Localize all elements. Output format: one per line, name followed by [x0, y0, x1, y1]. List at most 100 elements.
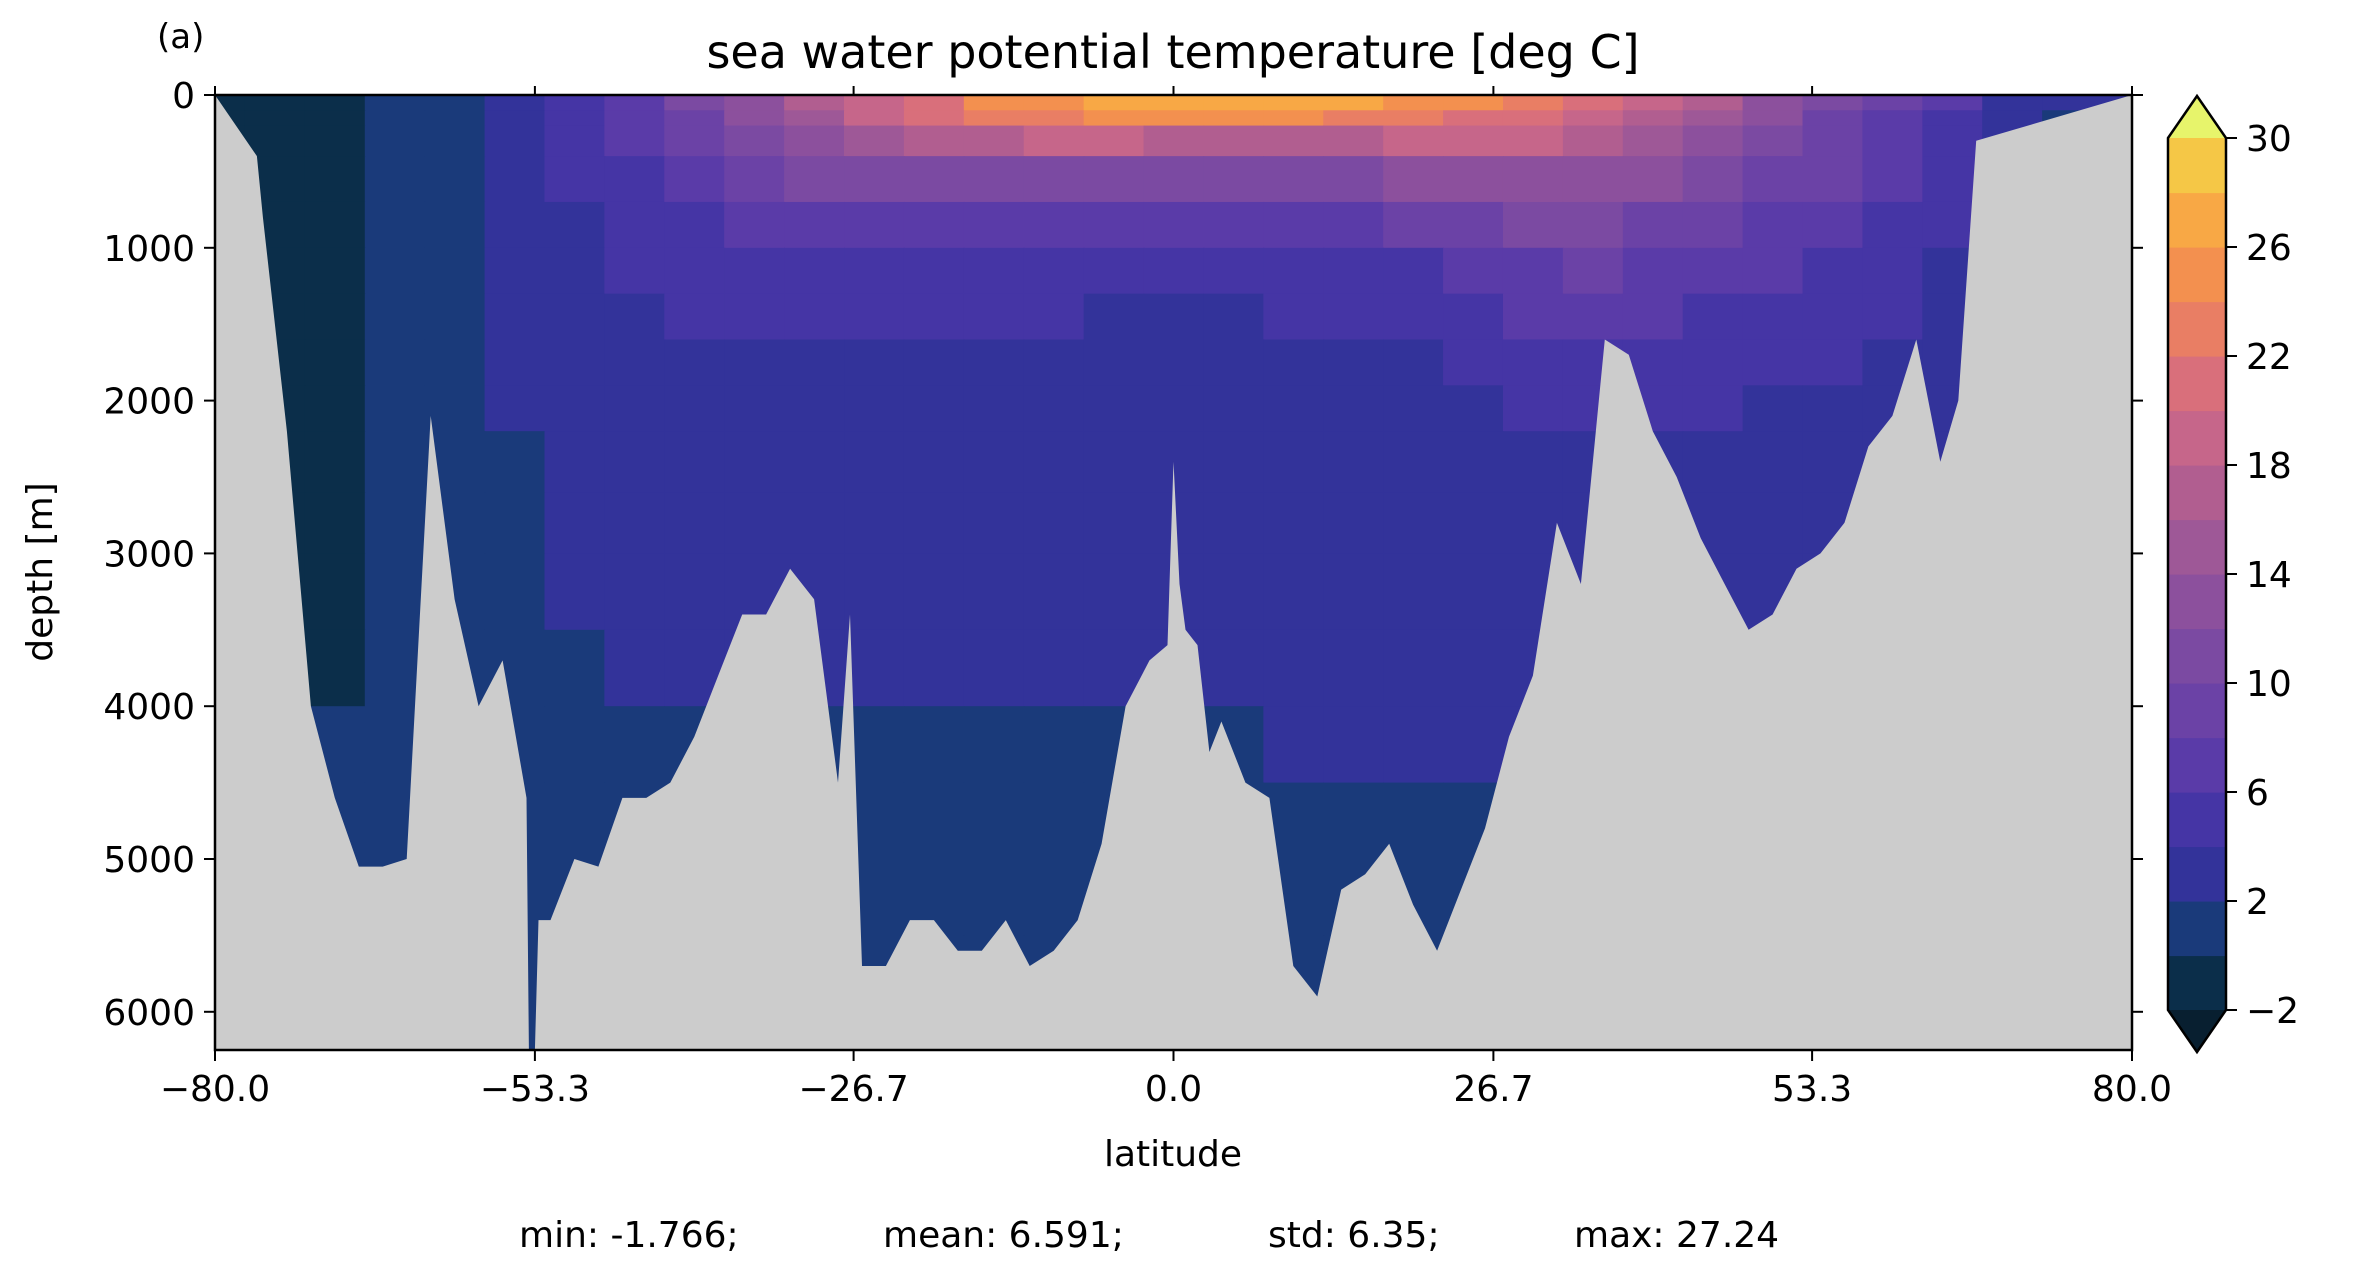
temperature-cell — [544, 95, 606, 112]
temperature-cell — [1562, 156, 1624, 203]
temperature-cell — [903, 95, 965, 112]
temperature-cell — [1802, 95, 1864, 112]
temperature-cell — [484, 431, 546, 494]
temperature-cell — [1742, 201, 1804, 249]
temperature-cell — [1742, 110, 1804, 127]
temperature-cell — [1742, 293, 1804, 341]
temperature-cell — [1502, 339, 1564, 387]
temperature-cell — [1203, 629, 1265, 707]
temperature-cell — [903, 431, 965, 494]
colorbar-segment — [2168, 192, 2226, 248]
temperature-cell — [1443, 629, 1504, 707]
temperature-cell — [1383, 247, 1444, 295]
temperature-cell — [664, 95, 726, 112]
y-tick-label: 3000 — [103, 534, 195, 575]
temperature-cell — [1203, 156, 1265, 203]
temperature-cell — [1323, 339, 1384, 387]
temperature-cell — [1862, 247, 1924, 295]
colorbar-segment — [2168, 574, 2226, 630]
temperature-cell — [424, 339, 486, 387]
temperature-cell — [364, 553, 426, 631]
sea-floor-bathymetry — [215, 95, 2132, 1050]
temperature-cell — [424, 247, 486, 295]
temperature-cell — [664, 339, 726, 387]
temperature-cell — [1083, 492, 1145, 555]
temperature-cell — [1622, 156, 1684, 203]
temperature-cell — [544, 782, 606, 860]
temperature-cell — [1682, 156, 1744, 203]
temperature-cell — [304, 125, 366, 157]
temperature-cell — [604, 95, 666, 112]
temperature-cell — [1862, 125, 1924, 157]
temperature-cell — [784, 247, 845, 295]
temperature-cell — [1443, 201, 1504, 249]
temperature-cell — [1802, 431, 1864, 494]
temperature-cell — [604, 339, 666, 387]
temperature-cell — [844, 95, 905, 112]
temperature-cell — [604, 431, 666, 494]
temperature-cell — [1502, 156, 1564, 203]
temperature-cell — [724, 95, 785, 112]
temperature-cell — [664, 125, 726, 157]
temperature-cell — [484, 385, 546, 432]
stat-std: std: 6.35; — [1268, 1215, 1440, 1256]
colorbar-segment — [2168, 247, 2226, 303]
temperature-cell — [304, 201, 366, 249]
temperature-cell — [604, 247, 666, 295]
temperature-cell — [544, 339, 606, 387]
y-tick-label: 5000 — [103, 840, 195, 881]
temperature-cell — [1263, 385, 1325, 432]
temperature-cell — [1143, 201, 1205, 249]
temperature-cell — [844, 110, 905, 127]
stat-mean: mean: 6.591; — [883, 1215, 1124, 1256]
temperature-cell — [304, 110, 366, 127]
temperature-cell — [1383, 385, 1444, 432]
temperature-cell — [424, 293, 486, 341]
temperature-cell — [604, 706, 666, 784]
temperature-cell — [1083, 95, 1145, 112]
temperature-cell — [1323, 95, 1384, 112]
temperature-cell — [1922, 125, 1984, 157]
temperature-cell — [544, 553, 606, 631]
temperature-cell — [1323, 706, 1384, 784]
temperature-cell — [1562, 95, 1624, 112]
x-axis: −80.0 −53.3 −26.7 0.0 26.7 53.3 80.0 — [160, 86, 2172, 1110]
temperature-cell — [1383, 95, 1444, 112]
colorbar-tick-label: 2 — [2246, 882, 2269, 923]
temperature-cell — [903, 110, 965, 127]
temperature-cell — [1562, 201, 1624, 249]
colorbar-tick-label: 10 — [2246, 664, 2292, 705]
temperature-cell — [1862, 293, 1924, 341]
temperature-cell — [484, 156, 546, 203]
temperature-cell — [724, 247, 785, 295]
temperature-cell — [1802, 156, 1864, 203]
colorbar-segment — [2168, 792, 2226, 848]
temperature-cell — [1323, 247, 1384, 295]
temperature-cell — [1263, 629, 1325, 707]
temperature-cell — [364, 385, 426, 432]
temperature-cell — [1622, 293, 1684, 341]
temperature-cell — [844, 339, 905, 387]
temperature-cell — [484, 110, 546, 127]
colorbar-segment — [2168, 683, 2226, 739]
stat-min: min: -1.766; — [519, 1215, 739, 1256]
temperature-cell — [963, 339, 1025, 387]
temperature-cell — [1263, 293, 1325, 341]
temperature-cell — [1023, 385, 1085, 432]
temperature-cell — [844, 293, 905, 341]
temperature-cell — [1083, 247, 1145, 295]
temperature-cell — [963, 156, 1025, 203]
temperature-cell — [1742, 125, 1804, 157]
temperature-cell — [664, 156, 726, 203]
temperature-cell — [1023, 339, 1085, 387]
temperature-cell — [604, 492, 666, 555]
temperature-cell — [544, 431, 606, 494]
colorbar-segment — [2168, 519, 2226, 575]
temperature-cell — [1502, 385, 1564, 432]
temperature-cell — [1383, 629, 1444, 707]
colorbar-segment — [2168, 955, 2226, 1011]
temperature-cell — [604, 553, 666, 631]
temperature-cell — [1323, 492, 1384, 555]
temperature-cell — [963, 553, 1025, 631]
temperature-cell — [1443, 247, 1504, 295]
